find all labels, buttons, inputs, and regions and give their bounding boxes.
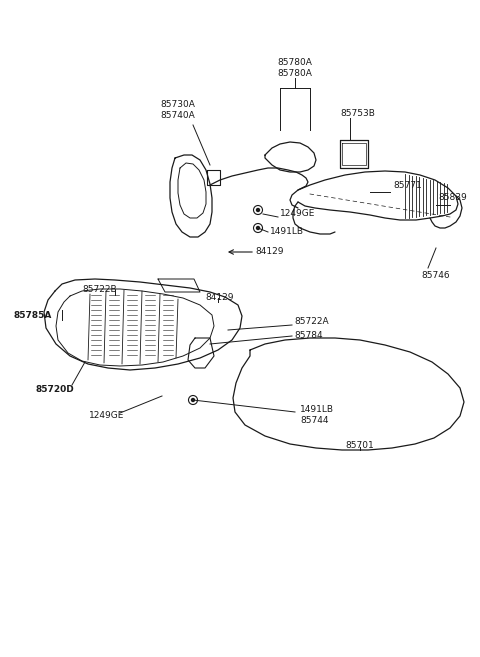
Text: 1249GE: 1249GE xyxy=(89,411,125,420)
Text: 85701: 85701 xyxy=(346,440,374,449)
Circle shape xyxy=(256,227,260,229)
Circle shape xyxy=(256,208,260,212)
Text: 85839: 85839 xyxy=(438,194,467,202)
Text: 1249GE: 1249GE xyxy=(280,208,315,217)
Text: 85730A
85740A: 85730A 85740A xyxy=(161,101,195,120)
Circle shape xyxy=(192,399,194,401)
Text: 85720D: 85720D xyxy=(36,386,75,394)
Text: 1491LB
85744: 1491LB 85744 xyxy=(300,405,334,424)
Text: 1491LB: 1491LB xyxy=(270,227,304,237)
Text: 85784: 85784 xyxy=(294,332,323,340)
Text: 85780A
85780A: 85780A 85780A xyxy=(277,58,312,78)
Text: 85722A: 85722A xyxy=(294,317,329,327)
Text: 85746: 85746 xyxy=(421,271,450,279)
Text: 85771: 85771 xyxy=(393,181,422,189)
Text: 84129: 84129 xyxy=(255,248,284,256)
Text: 85785A: 85785A xyxy=(14,311,52,321)
Text: 84129: 84129 xyxy=(205,294,233,302)
Text: 85753B: 85753B xyxy=(340,108,375,118)
Text: 85722B: 85722B xyxy=(82,286,117,294)
